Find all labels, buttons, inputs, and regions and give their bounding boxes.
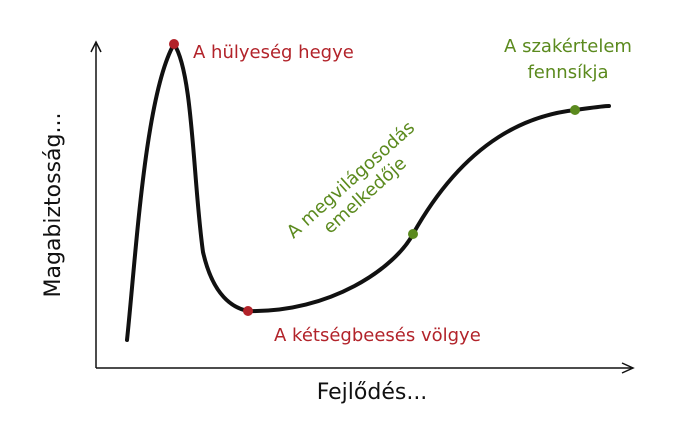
x-axis-arrowhead — [621, 362, 635, 374]
x-axis-label: Fejlődés... — [317, 380, 428, 405]
plateau-point — [570, 105, 580, 115]
plateau-label-line-2: fennsíkja — [527, 62, 608, 83]
slope-point — [408, 229, 418, 239]
peak-point — [169, 39, 179, 49]
valley-label: A kétségbeesés völgye — [274, 325, 481, 346]
plateau-label-line-1: A szakértelem — [504, 36, 632, 57]
y-axis-label: Magabiztosság... — [41, 113, 66, 298]
slope-label-line-1: A megvilágosodás — [283, 117, 419, 243]
y-axis-arrowhead — [90, 40, 102, 53]
peak-label: A hülyeség hegye — [193, 42, 354, 63]
confidence-curve — [125, 42, 611, 342]
valley-point — [243, 306, 253, 316]
